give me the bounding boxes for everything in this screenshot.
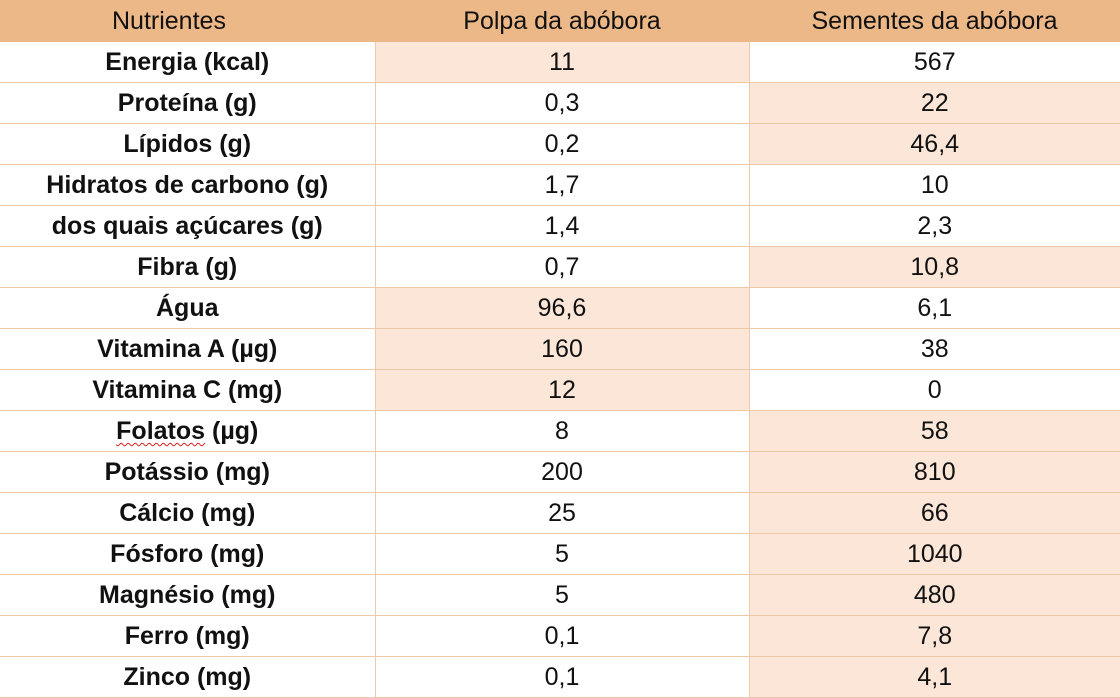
pulp-value-cell: 0,1 bbox=[375, 656, 750, 698]
nutrient-name-cell: Proteína (g) bbox=[0, 82, 376, 124]
seeds-value-cell: 0 bbox=[749, 369, 1120, 411]
table-header: Nutrientes Polpa da abóbora Sementes da … bbox=[0, 0, 1120, 42]
table-row: Ferro (mg) 0,1 7,8 bbox=[0, 615, 1120, 657]
nutrient-name-cell: Ferro (mg) bbox=[0, 615, 376, 657]
table-row: Fibra (g) 0,7 10,8 bbox=[0, 246, 1120, 288]
table-row: dos quais açúcares (g) 1,4 2,3 bbox=[0, 205, 1120, 247]
nutrient-name-cell: Vitamina A (µg) bbox=[0, 328, 376, 370]
pulp-value-cell: 96,6 bbox=[375, 287, 750, 329]
pulp-value-cell: 5 bbox=[375, 533, 750, 575]
table-row: Folatos (µg) 8 58 bbox=[0, 410, 1120, 452]
nutrient-name-cell: Fibra (g) bbox=[0, 246, 376, 288]
nutrient-name-cell: Água bbox=[0, 287, 376, 329]
nutrient-name-cell: Cálcio (mg) bbox=[0, 492, 376, 534]
table-row: Vitamina A (µg) 160 38 bbox=[0, 328, 1120, 370]
pulp-value-cell: 1,7 bbox=[375, 164, 750, 206]
nutrient-name-cell: Vitamina C (mg) bbox=[0, 369, 376, 411]
table-row: Magnésio (mg) 5 480 bbox=[0, 574, 1120, 616]
pulp-value-cell: 0,1 bbox=[375, 615, 750, 657]
table-row: Proteína (g) 0,3 22 bbox=[0, 82, 1120, 124]
nutrient-name-cell: Zinco (mg) bbox=[0, 656, 376, 698]
pulp-value-cell: 200 bbox=[375, 451, 750, 493]
pulp-value-cell: 0,7 bbox=[375, 246, 750, 288]
seeds-value-cell: 58 bbox=[749, 410, 1120, 452]
table-row: Potássio (mg) 200 810 bbox=[0, 451, 1120, 493]
seeds-value-cell: 567 bbox=[749, 42, 1120, 83]
table-row: Lípidos (g) 0,2 46,4 bbox=[0, 123, 1120, 165]
table-row: Fósforo (mg) 5 1040 bbox=[0, 533, 1120, 575]
table-row: Vitamina C (mg) 12 0 bbox=[0, 369, 1120, 411]
header-seeds: Sementes da abóbora bbox=[749, 0, 1120, 42]
spellcheck-flagged-word: Folatos bbox=[116, 417, 206, 445]
header-pulp: Polpa da abóbora bbox=[375, 0, 749, 42]
pulp-value-cell: 12 bbox=[375, 369, 750, 411]
nutrient-name-cell: Energia (kcal) bbox=[0, 42, 376, 83]
table-row: Cálcio (mg) 25 66 bbox=[0, 492, 1120, 534]
pulp-value-cell: 1,4 bbox=[375, 205, 750, 247]
nutrient-name-cell: Hidratos de carbono (g) bbox=[0, 164, 376, 206]
seeds-value-cell: 22 bbox=[749, 82, 1120, 124]
seeds-value-cell: 1040 bbox=[749, 533, 1120, 575]
nutrient-name-cell: dos quais açúcares (g) bbox=[0, 205, 376, 247]
seeds-value-cell: 7,8 bbox=[749, 615, 1120, 657]
nutrient-name-cell: Potássio (mg) bbox=[0, 451, 376, 493]
header-nutrients: Nutrientes bbox=[0, 0, 375, 42]
header-row: Nutrientes Polpa da abóbora Sementes da … bbox=[0, 0, 1120, 42]
seeds-value-cell: 66 bbox=[749, 492, 1120, 534]
pulp-value-cell: 160 bbox=[375, 328, 750, 370]
nutrient-name-cell: Magnésio (mg) bbox=[0, 574, 376, 616]
table-row: Hidratos de carbono (g) 1,7 10 bbox=[0, 164, 1120, 206]
table-row: Zinco (mg) 0,1 4,1 bbox=[0, 656, 1120, 698]
nutrient-name-cell: Folatos (µg) bbox=[0, 410, 376, 452]
table-row: Energia (kcal) 11 567 bbox=[0, 42, 1120, 83]
seeds-value-cell: 38 bbox=[749, 328, 1120, 370]
pulp-value-cell: 25 bbox=[375, 492, 750, 534]
seeds-value-cell: 2,3 bbox=[749, 205, 1120, 247]
pulp-value-cell: 0,2 bbox=[375, 123, 750, 165]
seeds-value-cell: 10,8 bbox=[749, 246, 1120, 288]
table-body: Energia (kcal) 11 567 Proteína (g) 0,3 22 Lípi… bbox=[0, 42, 1120, 698]
seeds-value-cell: 480 bbox=[749, 574, 1120, 616]
pulp-value-cell: 5 bbox=[375, 574, 750, 616]
seeds-value-cell: 4,1 bbox=[749, 656, 1120, 698]
pulp-value-cell: 8 bbox=[375, 410, 750, 452]
nutrient-name-cell: Lípidos (g) bbox=[0, 123, 376, 165]
nutrient-unit: (µg) bbox=[205, 417, 259, 445]
seeds-value-cell: 6,1 bbox=[749, 287, 1120, 329]
pulp-value-cell: 11 bbox=[375, 42, 750, 83]
seeds-value-cell: 10 bbox=[749, 164, 1120, 206]
table-row: Água 96,6 6,1 bbox=[0, 287, 1120, 329]
seeds-value-cell: 46,4 bbox=[749, 123, 1120, 165]
nutrient-name-cell: Fósforo (mg) bbox=[0, 533, 376, 575]
seeds-value-cell: 810 bbox=[749, 451, 1120, 493]
pulp-value-cell: 0,3 bbox=[375, 82, 750, 124]
